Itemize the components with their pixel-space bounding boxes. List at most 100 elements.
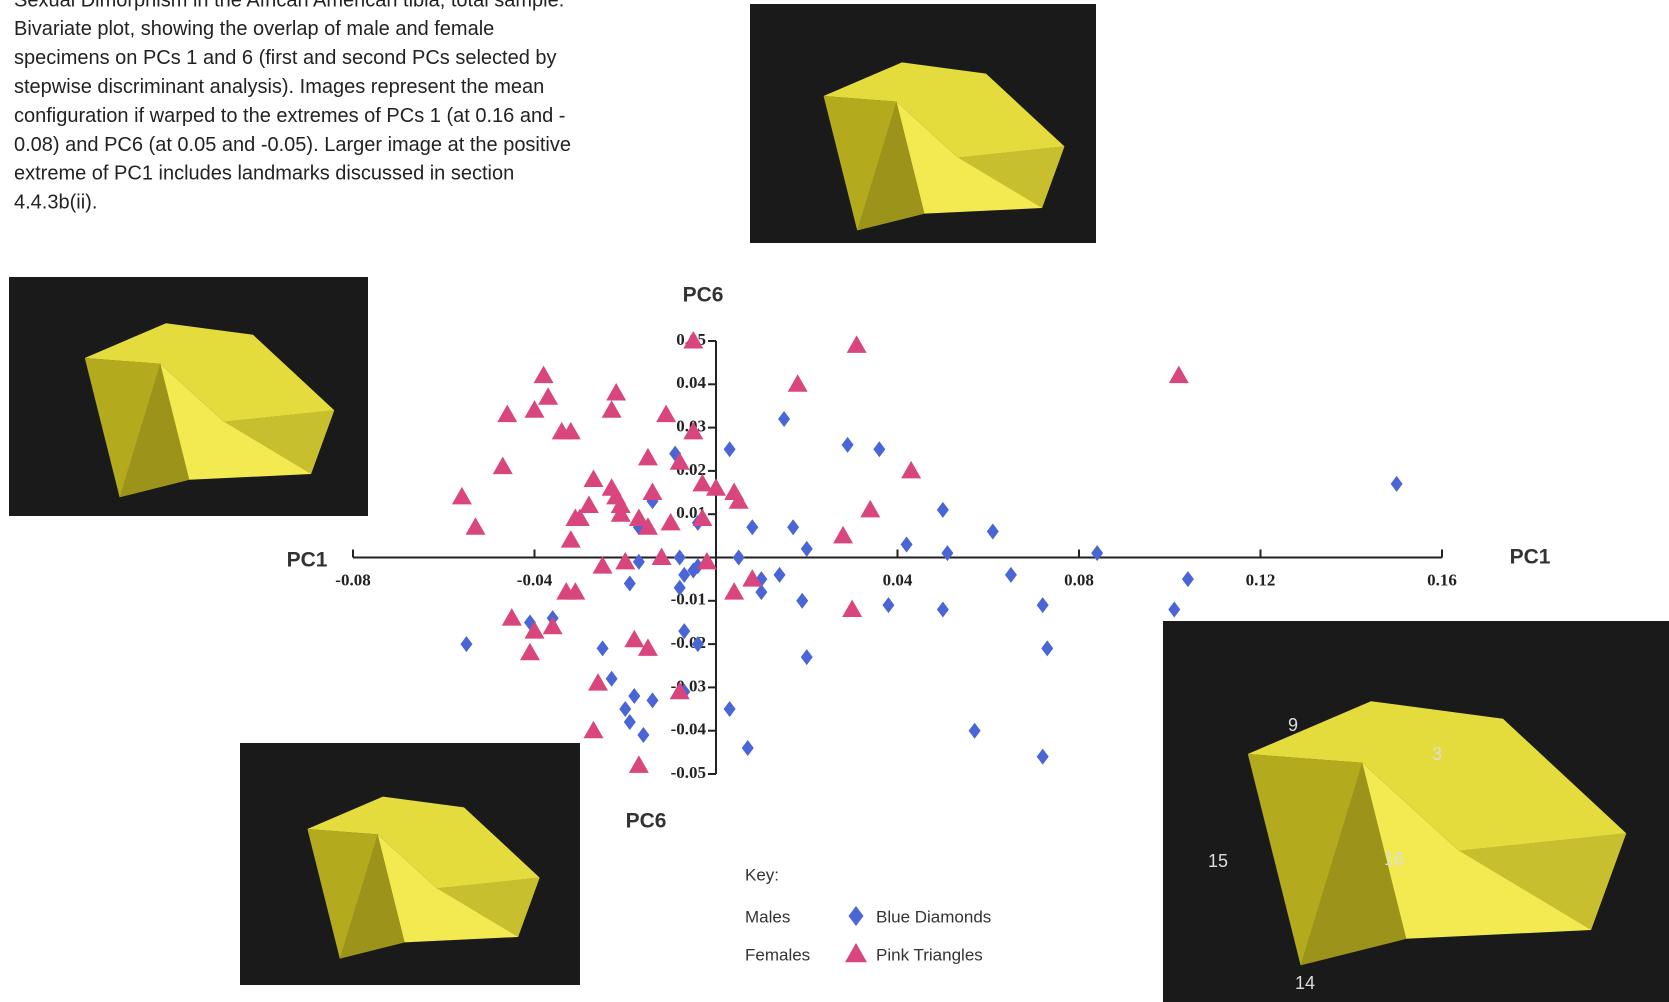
point xyxy=(669,681,690,700)
point xyxy=(1004,566,1017,583)
caption: Sexual Dimorphism in the African America… xyxy=(14,0,571,214)
point xyxy=(936,501,949,518)
point xyxy=(692,508,713,527)
legend-marker-label: Blue Diamonds xyxy=(876,907,991,926)
caption-line: Bivariate plot, showing the overlap of m… xyxy=(14,18,494,40)
point xyxy=(755,584,768,601)
point xyxy=(678,566,691,583)
point xyxy=(632,553,645,570)
point xyxy=(787,519,800,536)
point xyxy=(592,556,613,574)
point xyxy=(669,452,690,470)
y-tick-label: 0.04 xyxy=(676,373,706,392)
point xyxy=(728,491,749,509)
point xyxy=(628,755,649,773)
point xyxy=(623,575,636,592)
point xyxy=(542,616,563,635)
point xyxy=(596,640,609,657)
x-axis-label: PC1 xyxy=(1510,546,1551,569)
point xyxy=(578,495,599,514)
point xyxy=(882,597,895,614)
y-tick-label: -0.01 xyxy=(671,590,706,609)
point xyxy=(637,517,658,535)
point xyxy=(1168,601,1181,618)
point xyxy=(519,642,540,661)
caption-line: 4.4.3b(ii). xyxy=(14,192,97,214)
point xyxy=(724,582,745,600)
landmark-label: 9 xyxy=(1288,715,1298,735)
image-left xyxy=(9,277,368,516)
caption-line: Sexual Dimorphism in the African America… xyxy=(14,0,564,11)
x-tick-label: 0.16 xyxy=(1427,570,1457,589)
point xyxy=(497,404,518,423)
point xyxy=(1041,640,1054,657)
legend-label: Males xyxy=(745,907,790,926)
point xyxy=(651,547,672,565)
point xyxy=(637,638,658,656)
point xyxy=(524,621,545,639)
image-bottom-left xyxy=(240,743,580,985)
point xyxy=(660,512,681,531)
point xyxy=(683,331,704,349)
point xyxy=(873,441,886,458)
point xyxy=(936,601,949,618)
point xyxy=(900,536,913,553)
point xyxy=(538,387,559,405)
point xyxy=(1091,545,1104,562)
point xyxy=(706,478,726,496)
x-tick-label: -0.04 xyxy=(517,570,553,589)
point xyxy=(628,508,649,527)
point xyxy=(901,460,922,479)
point xyxy=(606,382,627,401)
point xyxy=(742,569,763,587)
point xyxy=(1390,475,1403,492)
point xyxy=(968,722,981,739)
point xyxy=(723,441,736,458)
legend-label: Females xyxy=(745,945,810,964)
landmark-label: 14 xyxy=(1295,973,1315,993)
point xyxy=(492,456,513,475)
point xyxy=(465,517,486,535)
point xyxy=(796,592,809,609)
x-tick-label: -0.08 xyxy=(335,570,370,589)
point xyxy=(673,549,686,566)
point xyxy=(1181,571,1194,588)
point xyxy=(560,421,581,440)
point xyxy=(569,508,590,527)
point xyxy=(696,551,717,570)
point xyxy=(841,436,854,453)
point xyxy=(601,400,622,418)
legend-marker xyxy=(845,943,867,963)
y-axis-label: PC6 xyxy=(626,810,667,833)
point xyxy=(741,740,754,757)
legend-marker-label: Pink Triangles xyxy=(876,945,983,964)
point xyxy=(833,525,854,544)
x-tick-label: 0.08 xyxy=(1064,570,1094,589)
point xyxy=(583,720,604,739)
point xyxy=(501,608,522,626)
point xyxy=(623,714,636,731)
point xyxy=(642,482,663,501)
landmark-label: 16 xyxy=(1384,849,1404,869)
point xyxy=(451,486,472,505)
caption-line: configuration if warped to the extremes … xyxy=(14,105,565,127)
point xyxy=(746,519,759,536)
point xyxy=(583,469,604,488)
point xyxy=(691,636,704,653)
point xyxy=(732,549,745,566)
legend-marker xyxy=(848,906,864,926)
point xyxy=(800,540,813,557)
point xyxy=(610,504,631,522)
point xyxy=(1168,365,1189,384)
caption-line: stepwise discriminant analysis). Images … xyxy=(14,76,544,98)
point xyxy=(860,499,881,518)
point xyxy=(619,701,632,718)
landmark-label: 3 xyxy=(1432,744,1442,764)
point xyxy=(533,365,554,384)
x-tick-label: 0.04 xyxy=(883,570,913,589)
point xyxy=(800,649,813,666)
point xyxy=(941,545,954,562)
x-tick-label: 0.12 xyxy=(1246,570,1276,589)
point xyxy=(624,629,645,648)
